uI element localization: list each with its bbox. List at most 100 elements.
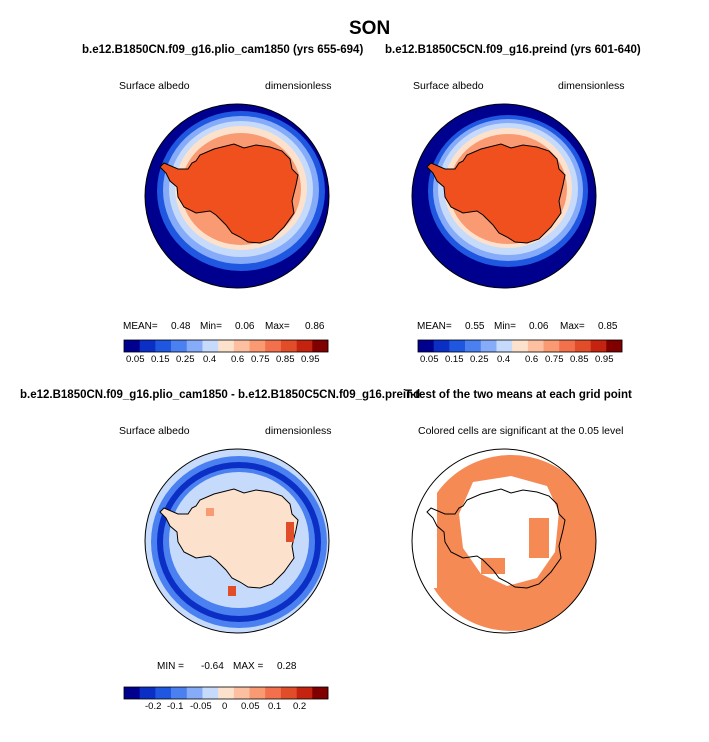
colorbar-swatch xyxy=(606,340,623,352)
panel1-max-label: Max= xyxy=(265,321,290,332)
colorbar-tick: 0.6 xyxy=(231,354,245,365)
colorbar-tick: 0.1 xyxy=(268,701,282,712)
panel1-max-value: 0.86 xyxy=(305,321,325,332)
colorbar-tick: -0.1 xyxy=(167,701,184,712)
colorbar-swatch xyxy=(527,340,544,352)
panel4-subtitle: Colored cells are significant at the 0.0… xyxy=(418,425,624,437)
panel1-title: b.e12.B1850CN.f09_g16.plio_cam1850 (yrs … xyxy=(82,44,364,56)
colorbar-swatch xyxy=(249,340,266,352)
panel2-mean-label: MEAN= xyxy=(417,321,452,332)
colorbar-swatch xyxy=(139,340,156,352)
panel2-min-value: 0.06 xyxy=(529,321,549,332)
colorbar-swatch xyxy=(512,340,529,352)
panel2-colorbar xyxy=(417,339,623,353)
colorbar-swatch xyxy=(433,340,450,352)
panel2-units: dimensionless xyxy=(558,80,625,92)
colorbar-swatch xyxy=(312,687,329,699)
colorbar-swatch xyxy=(590,340,607,352)
significant-patch xyxy=(529,518,549,558)
panel2-variable: Surface albedo xyxy=(413,80,484,92)
colorbar-swatch xyxy=(202,340,219,352)
colorbar-tick: 0.4 xyxy=(203,354,217,365)
panel3-min-value: -0.64 xyxy=(201,661,224,672)
colorbar-tick: 0.05 xyxy=(126,354,145,365)
colorbar-tick: 0.95 xyxy=(595,354,614,365)
colorbar-swatch xyxy=(559,340,576,352)
positive-anomaly xyxy=(228,586,236,596)
panel2-min-label: Min= xyxy=(494,321,516,332)
colorbar-swatch xyxy=(280,340,297,352)
colorbar-tick: 0.85 xyxy=(570,354,589,365)
panel2-map xyxy=(411,103,597,289)
colorbar-tick: 0.6 xyxy=(525,354,539,365)
colorbar-swatch xyxy=(480,340,497,352)
map-border xyxy=(411,448,597,634)
colorbar-tick: 0.95 xyxy=(301,354,320,365)
colorbar-tick: -0.05 xyxy=(190,701,212,712)
colorbar-swatch xyxy=(155,340,172,352)
colorbar-swatch xyxy=(124,687,140,699)
figure-title: SON xyxy=(349,18,391,39)
positive-anomaly xyxy=(206,508,214,516)
map-border xyxy=(144,103,330,289)
panel1-units: dimensionless xyxy=(265,80,332,92)
colorbar-tick: 0.25 xyxy=(176,354,195,365)
not-significant-gap xyxy=(412,488,437,588)
panel4-map xyxy=(411,448,597,634)
panel3-max-label: MAX = xyxy=(233,661,264,672)
colorbar-swatch xyxy=(296,687,313,699)
colorbar-tick: 0.15 xyxy=(151,354,170,365)
colorbar-swatch xyxy=(265,340,282,352)
panel1-variable: Surface albedo xyxy=(119,80,190,92)
panel1-min-label: Min= xyxy=(200,321,222,332)
colorbar-swatch xyxy=(312,340,329,352)
colorbar-swatch xyxy=(155,687,172,699)
colorbar-tick: 0.85 xyxy=(276,354,295,365)
colorbar-swatch xyxy=(186,340,203,352)
colorbar-swatch xyxy=(418,340,434,352)
colorbar-swatch xyxy=(543,340,560,352)
panel2-title: b.e12.B1850C5CN.f09_g16.preind (yrs 601-… xyxy=(385,44,641,56)
colorbar-swatch xyxy=(233,340,250,352)
colorbar-tick: 0.2 xyxy=(293,701,307,712)
panel3-variable: Surface albedo xyxy=(119,425,190,437)
map-border xyxy=(144,448,330,634)
panel3-min-label: MIN = xyxy=(157,661,184,672)
panel2-mean-value: 0.55 xyxy=(465,321,485,332)
colorbar-swatch xyxy=(202,687,219,699)
panel1-mean-value: 0.48 xyxy=(171,321,191,332)
panel2-max-value: 0.85 xyxy=(598,321,618,332)
colorbar-swatch xyxy=(449,340,466,352)
colorbar-swatch xyxy=(186,687,203,699)
antarctica-land xyxy=(426,143,566,244)
panel3-title: b.e12.B1850CN.f09_g16.plio_cam1850 - b.e… xyxy=(20,389,421,401)
colorbar-swatch xyxy=(496,340,513,352)
map-border xyxy=(411,103,597,289)
colorbar-tick: 0.75 xyxy=(251,354,270,365)
panel3-colorbar xyxy=(123,686,329,700)
panel3-map xyxy=(144,448,330,634)
antarctica-land xyxy=(159,143,299,244)
positive-anomaly xyxy=(286,522,294,542)
colorbar-tick: -0.2 xyxy=(145,701,162,712)
colorbar-frame xyxy=(417,339,623,353)
colorbar-tick: 0.05 xyxy=(241,701,260,712)
colorbar-swatch xyxy=(124,340,140,352)
colorbar-swatch xyxy=(233,687,250,699)
panel4-title: T-test of the two means at each grid poi… xyxy=(405,389,632,401)
panel2-max-label: Max= xyxy=(560,321,585,332)
antarctica-land xyxy=(159,488,299,589)
colorbar-tick: 0 xyxy=(222,701,228,712)
colorbar-frame xyxy=(123,339,329,353)
panel3-units: dimensionless xyxy=(265,425,332,437)
colorbar-tick: 0.75 xyxy=(545,354,564,365)
panel1-mean-label: MEAN= xyxy=(123,321,158,332)
colorbar-swatch xyxy=(218,687,235,699)
colorbar-tick: 0.05 xyxy=(420,354,439,365)
colorbar-swatch xyxy=(280,687,297,699)
colorbar-swatch xyxy=(249,687,266,699)
colorbar-swatch xyxy=(465,340,482,352)
colorbar-tick: 0.25 xyxy=(470,354,489,365)
colorbar-tick: 0.15 xyxy=(445,354,464,365)
colorbar-swatch xyxy=(265,687,282,699)
